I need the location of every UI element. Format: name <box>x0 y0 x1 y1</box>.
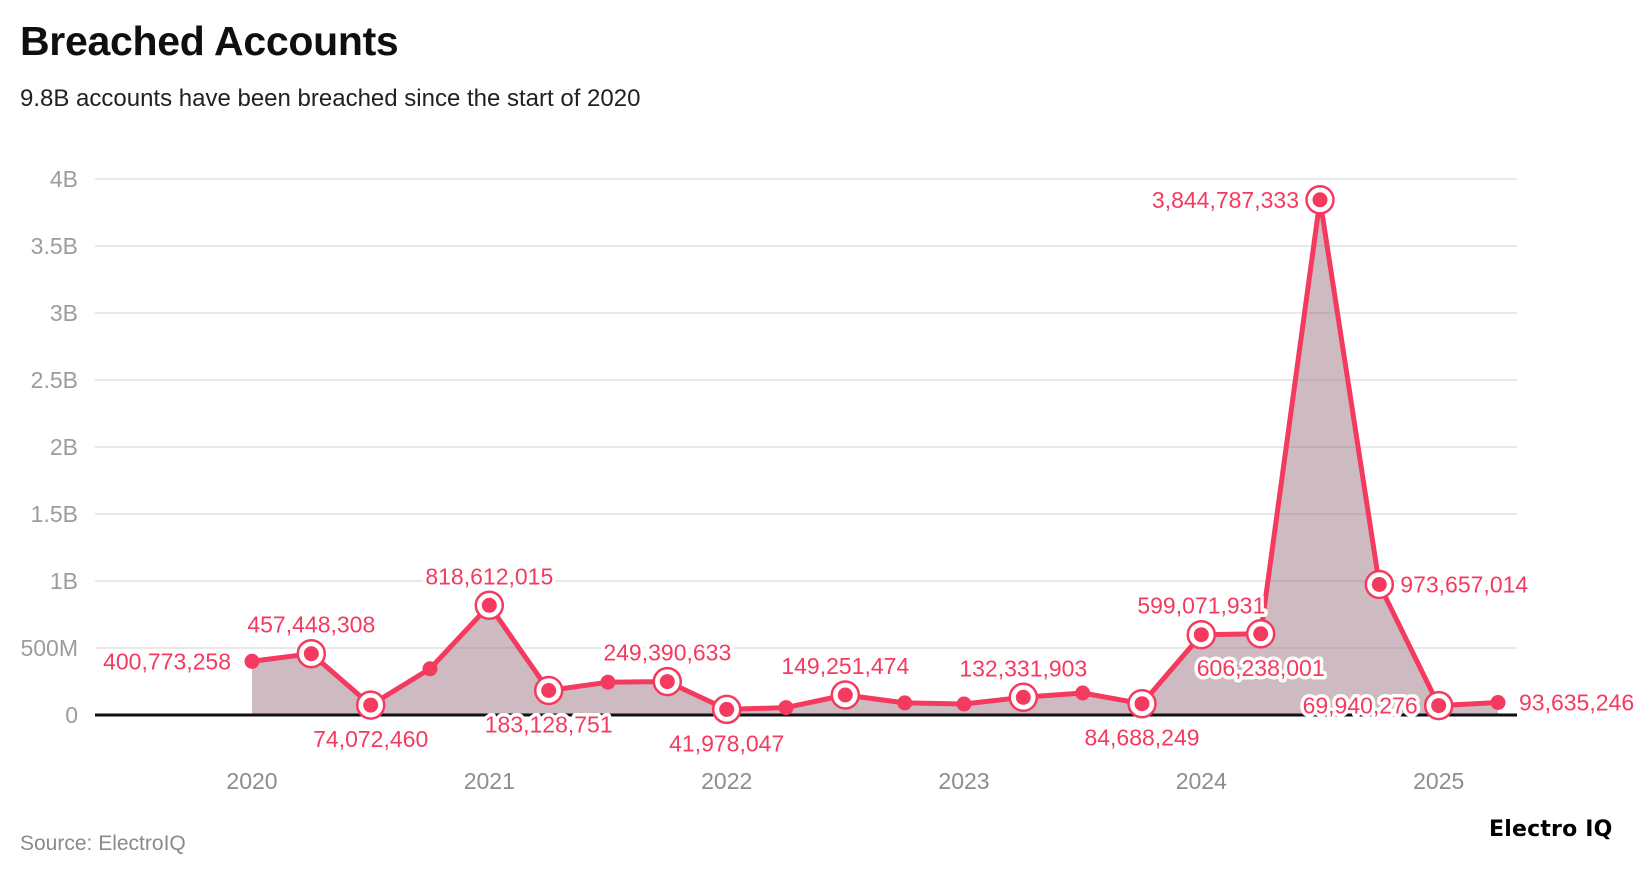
page-subtitle: 9.8B accounts have been breached since t… <box>20 85 641 112</box>
source-credit: Source: ElectroIQ <box>20 832 186 855</box>
data-label: 149,251,474 <box>781 653 909 679</box>
trend-line <box>249 197 1501 712</box>
data-label: 41,978,047 <box>669 730 784 756</box>
y-tick-label: 2.5B <box>31 367 78 393</box>
data-label: 400,773,258 <box>103 648 231 674</box>
x-tick-label: 2021 <box>464 768 515 794</box>
data-point <box>422 661 438 677</box>
y-tick-label: 1.5B <box>31 501 78 527</box>
data-point <box>837 687 853 703</box>
data-label: 599,071,931 <box>1137 593 1265 619</box>
data-point <box>719 701 735 717</box>
y-tick-label: 1B <box>50 568 78 594</box>
data-label: 606,238,001 <box>1197 655 1325 681</box>
data-point <box>481 597 497 613</box>
data-label: 183,128,751 <box>485 712 613 738</box>
data-point <box>1312 192 1328 208</box>
data-point <box>659 674 675 690</box>
data-label: 132,331,903 <box>959 655 1087 681</box>
page-title: Breached Accounts <box>20 18 399 64</box>
data-label: 69,940,276 <box>1303 693 1418 719</box>
data-point <box>363 697 379 713</box>
data-label: 74,072,460 <box>313 726 428 752</box>
data-point <box>1075 685 1091 701</box>
data-point <box>244 653 260 669</box>
data-point <box>303 646 319 662</box>
area-fill <box>252 199 1498 716</box>
data-point <box>956 696 972 712</box>
data-point <box>778 700 794 716</box>
data-point <box>1134 696 1150 712</box>
data-point <box>1015 689 1031 705</box>
y-tick-label: 500M <box>20 635 78 661</box>
y-tick-label: 0 <box>65 702 78 728</box>
y-tick-label: 4B <box>50 166 78 192</box>
x-tick-label: 2024 <box>1176 768 1227 794</box>
data-point <box>600 674 616 690</box>
data-point <box>1193 627 1209 643</box>
x-tick-label: 2025 <box>1413 768 1464 794</box>
data-point <box>541 683 557 698</box>
data-label: 84,688,249 <box>1084 725 1199 751</box>
data-point <box>1490 695 1506 710</box>
data-point <box>1371 577 1387 592</box>
data-label: 3,844,787,333 <box>1152 187 1299 213</box>
data-label: 249,390,633 <box>603 640 731 666</box>
data-label: 93,635,246 <box>1519 690 1634 716</box>
data-point <box>1253 626 1269 642</box>
data-point <box>897 695 913 711</box>
y-tick-label: 2B <box>50 434 78 460</box>
y-tick-label: 3B <box>50 300 78 326</box>
brand-logo: Electro IQ <box>1489 817 1613 842</box>
data-label: 973,657,014 <box>1400 572 1528 598</box>
x-tick-label: 2023 <box>938 768 989 794</box>
data-point <box>1431 698 1447 714</box>
x-tick-label: 2020 <box>226 768 277 794</box>
y-tick-label: 3.5B <box>31 233 78 259</box>
data-label: 818,612,015 <box>425 563 553 589</box>
x-tick-label: 2022 <box>701 768 752 794</box>
data-label: 457,448,308 <box>247 612 375 638</box>
